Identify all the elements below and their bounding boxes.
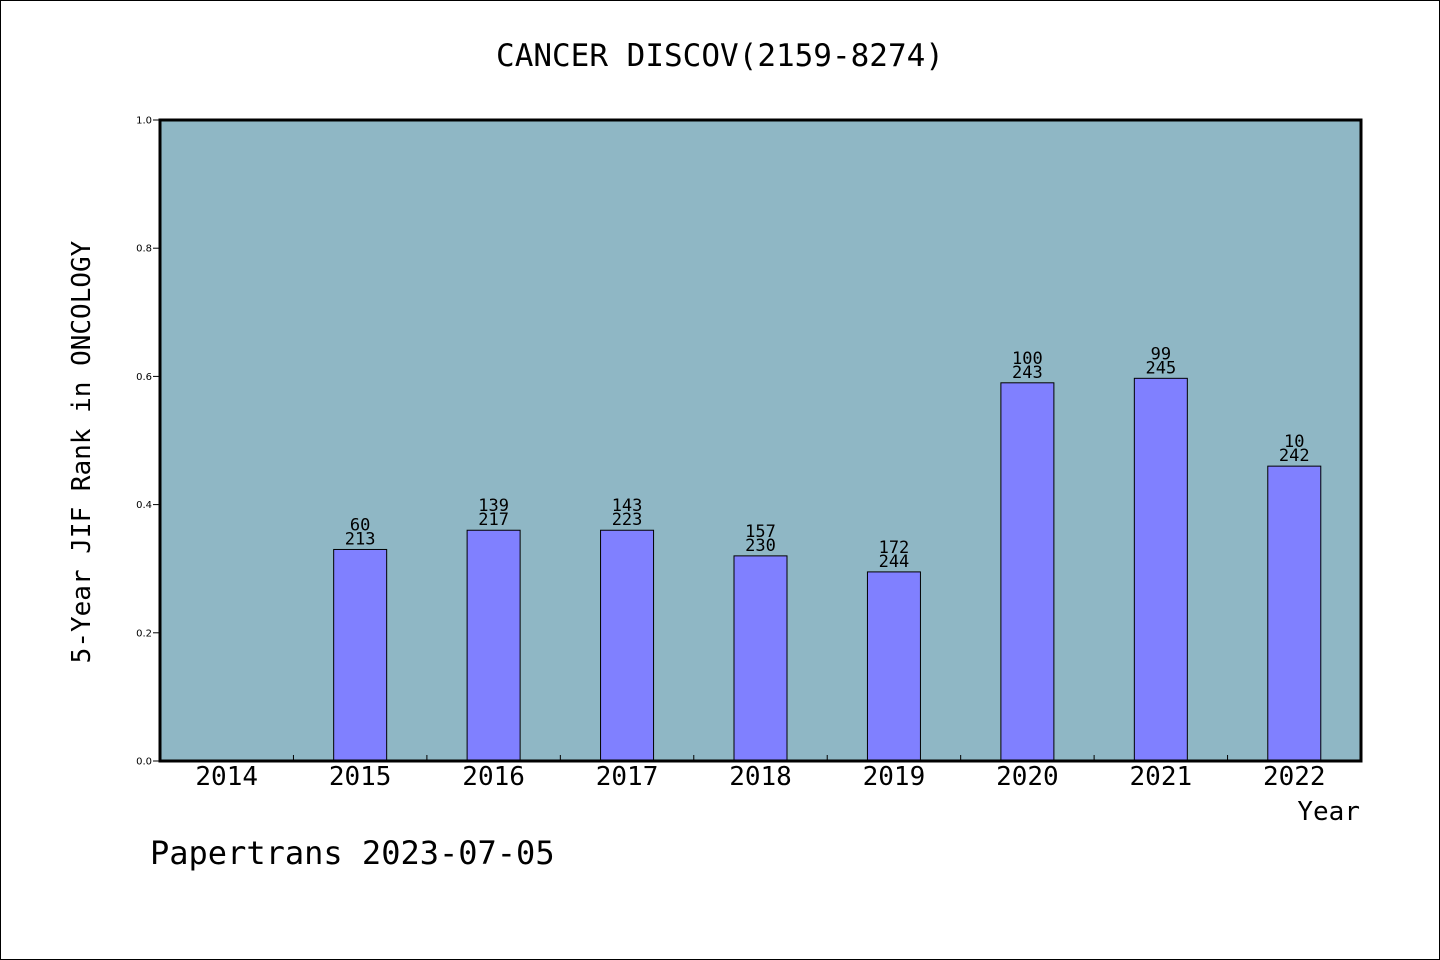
chart-title: CANCER DISCOV(2159-8274) xyxy=(496,38,944,74)
y-tick-label: 0.2 xyxy=(136,628,152,639)
bar xyxy=(600,529,655,762)
bar-rank-label: 139 xyxy=(478,496,509,516)
y-tick-label: 0.8 xyxy=(136,244,152,255)
bar-total-label: 230 xyxy=(745,536,776,556)
footer-credit: Papertrans 2023-07-05 xyxy=(150,834,555,872)
bar-rank-label: 157 xyxy=(745,522,776,542)
bar-rank-label: 99 xyxy=(1151,344,1171,364)
x-tick-label: 2019 xyxy=(863,762,926,792)
bar-total-label: 243 xyxy=(1012,363,1043,383)
bar-rank-label: 100 xyxy=(1012,349,1043,369)
x-axis-label: Year xyxy=(1297,797,1360,827)
y-ticks-group: 0.0 0.2 0.4 0.6 0.8 1.0 xyxy=(136,116,160,768)
y-tick-label: 0.4 xyxy=(136,500,152,511)
bar-rank-label: 60 xyxy=(350,515,370,535)
bar-total-label: 245 xyxy=(1145,358,1176,378)
bar xyxy=(1133,377,1188,762)
y-axis-label: 5-Year JIF Rank in ONCOLOGY xyxy=(67,240,97,663)
x-tick-label: 2014 xyxy=(195,762,258,792)
y-tick-label: 0.0 xyxy=(136,757,152,768)
bar xyxy=(733,555,788,762)
x-tick-label: 2021 xyxy=(1130,762,1193,792)
x-tick-label: 2017 xyxy=(596,762,659,792)
plot-border xyxy=(158,118,1363,763)
bar xyxy=(1000,382,1055,762)
bar-total-label: 217 xyxy=(478,510,509,530)
y-tick-label: 1.0 xyxy=(136,116,152,127)
x-tick-label: 2016 xyxy=(462,762,525,792)
bar xyxy=(466,529,521,762)
bar xyxy=(1267,465,1322,762)
x-tick-label: 2020 xyxy=(996,762,1059,792)
bar-rank-label: 172 xyxy=(879,538,910,558)
x-tick-label: 2015 xyxy=(329,762,392,792)
x-tick-label: 2018 xyxy=(729,762,792,792)
x-ticks-group: 2014 2015 2016 2017 2018 2019 2020 2021 2022 xyxy=(195,755,1326,792)
bar-total-label: 242 xyxy=(1279,446,1310,466)
x-tick-label: 2022 xyxy=(1263,762,1326,792)
bar-total-label: 213 xyxy=(345,529,376,549)
bar-rank-label: 143 xyxy=(612,496,643,516)
y-tick-label: 0.6 xyxy=(136,372,152,383)
bar xyxy=(333,548,388,762)
bar-rank-label: 10 xyxy=(1284,432,1304,452)
bar-total-label: 244 xyxy=(879,552,910,572)
bar xyxy=(866,571,921,762)
bar-total-label: 223 xyxy=(612,510,643,530)
